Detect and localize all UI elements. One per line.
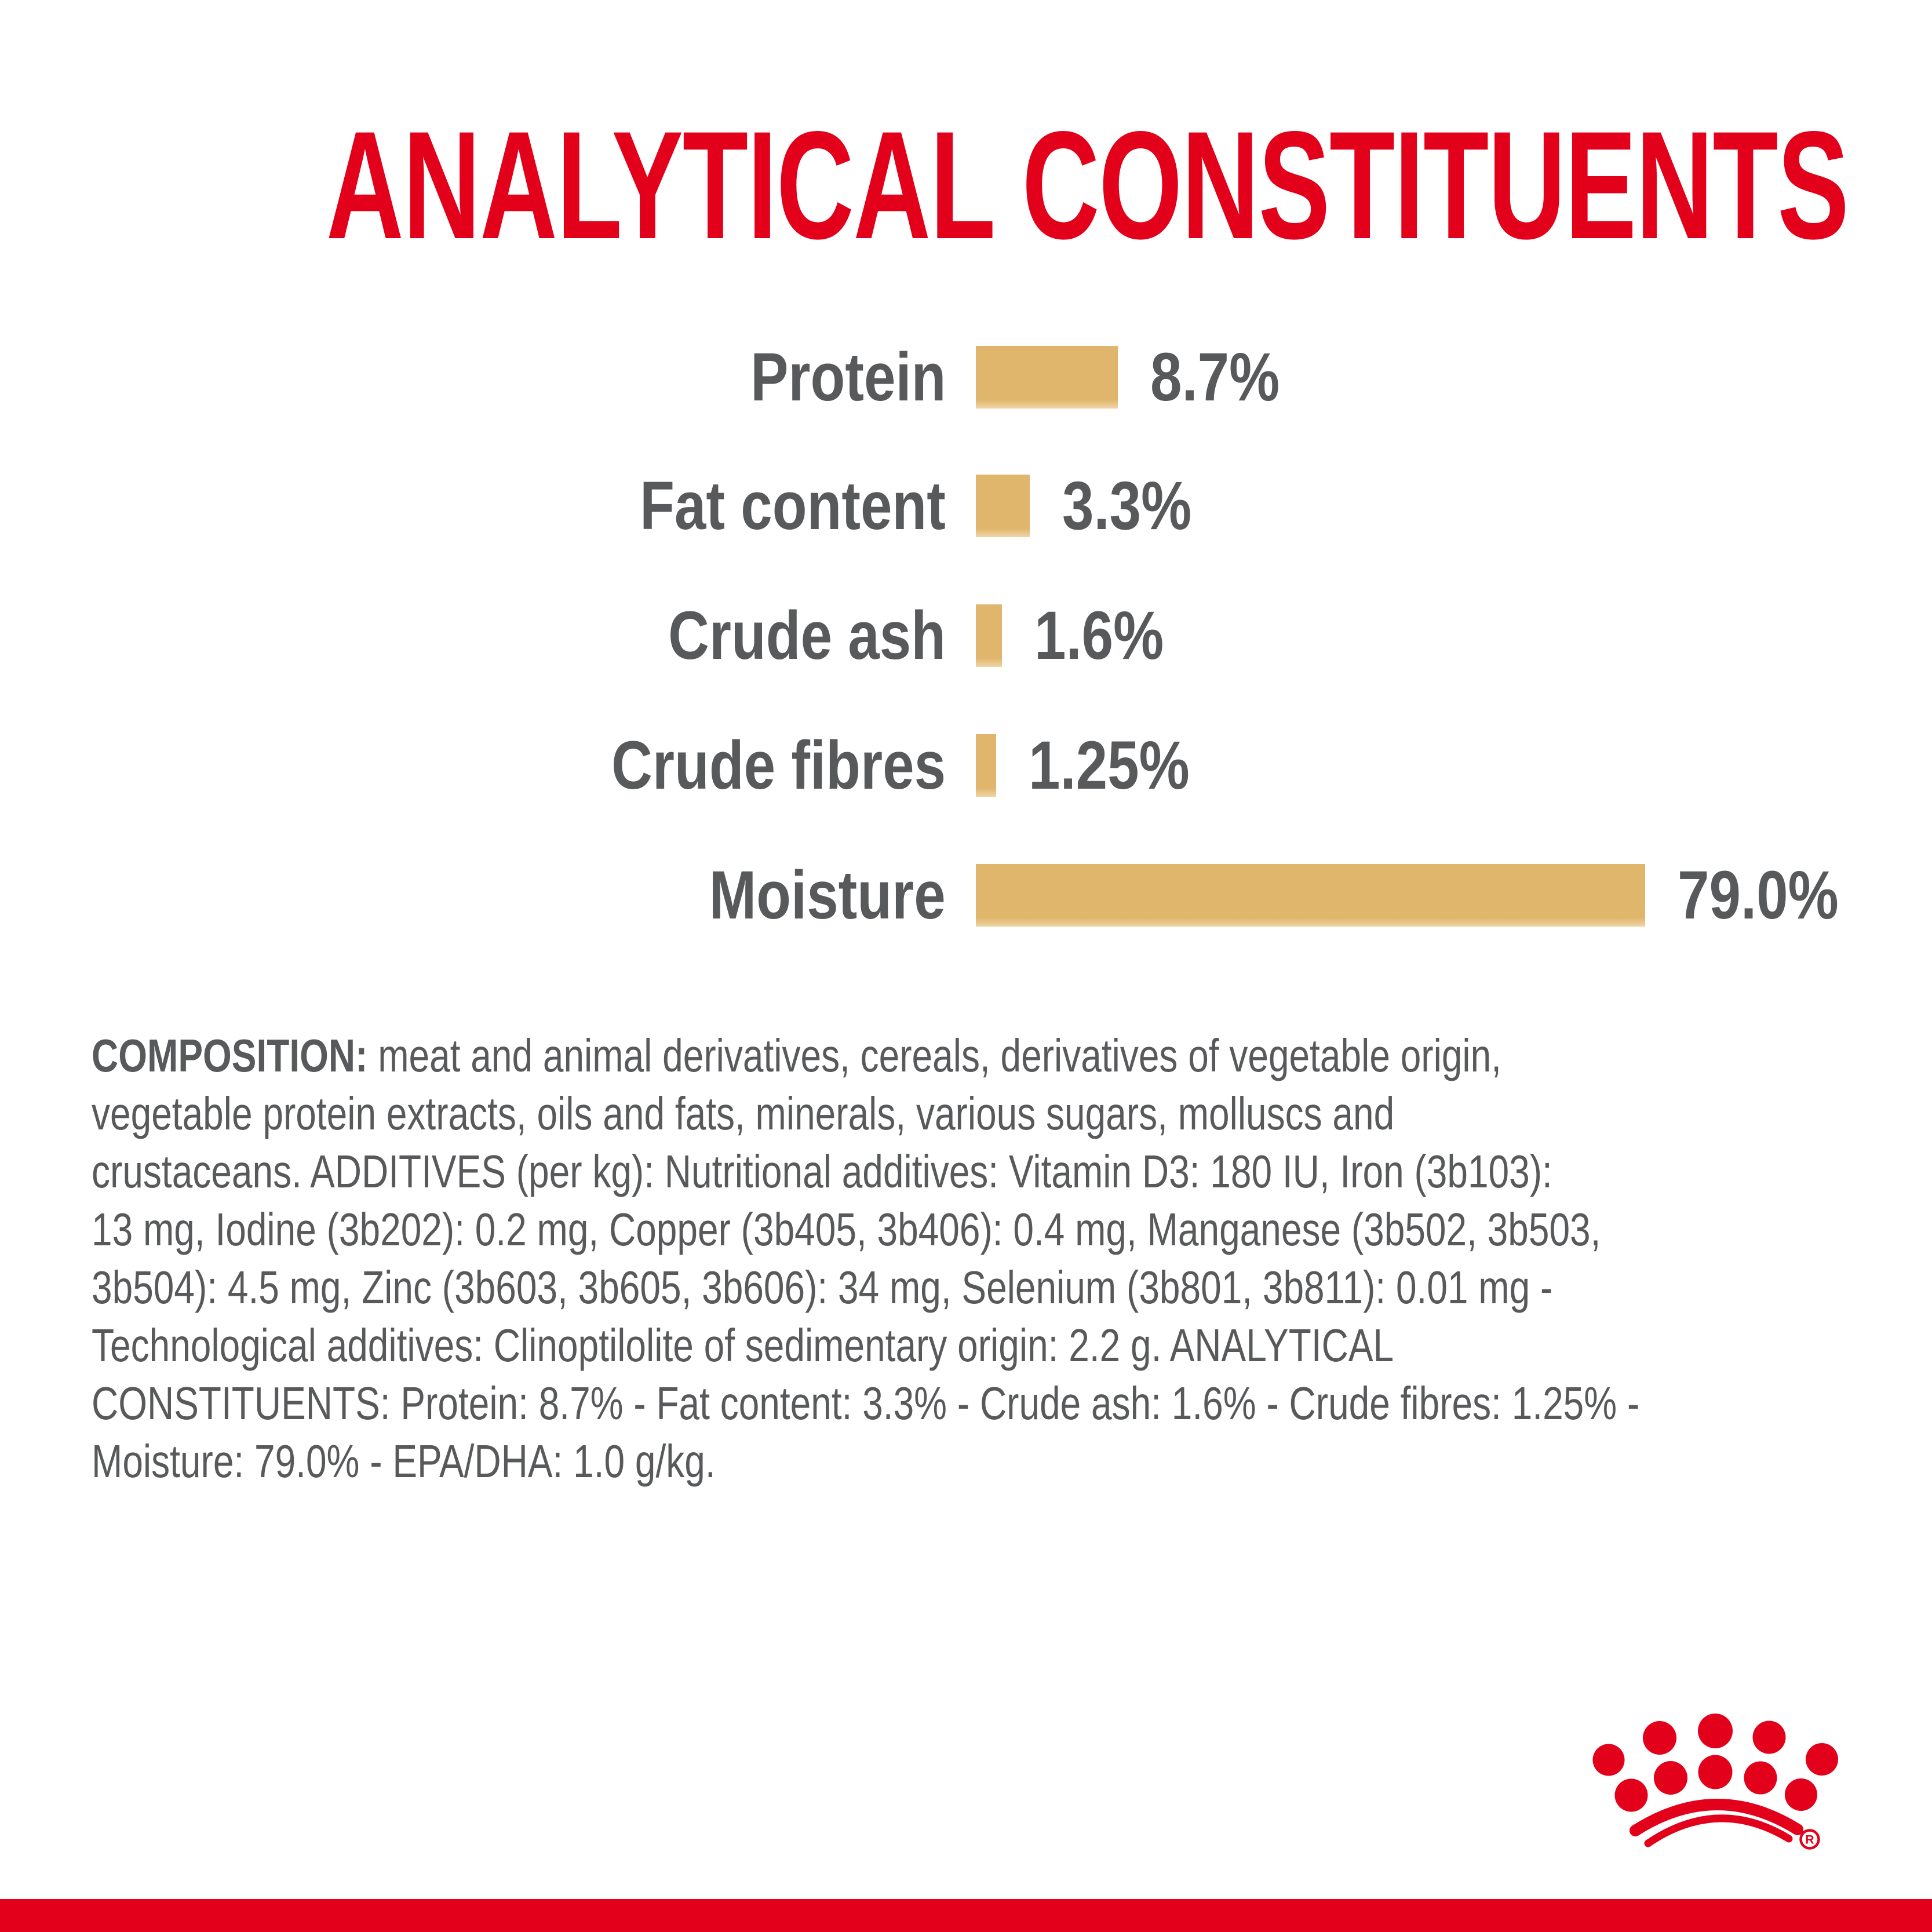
bar-value: 3.3% <box>1062 466 1218 545</box>
registered-mark-circle <box>1799 1829 1820 1850</box>
bar-crude-fibres <box>976 734 997 797</box>
composition-line-text: COMPOSITION: meat and animal derivatives… <box>92 1027 1501 1085</box>
bar-value-text: 3.3% <box>1062 468 1192 544</box>
bar-value: 8.7% <box>1150 338 1306 417</box>
crown-band-arc-thick <box>1630 1799 1803 1836</box>
registered-mark-letter: R <box>1805 1833 1814 1847</box>
composition-line-text: Technological additives: Clinoptilolite … <box>92 1319 1394 1371</box>
page-title-text: ANALYTICAL CONSTITUENTS <box>326 100 1849 271</box>
composition-line: CONSTITUENTS: Protein: 8.7% - Fat conten… <box>92 1375 1859 1432</box>
bar-label-text: Fat content <box>640 468 946 544</box>
bar-label-text: Protein <box>750 339 946 415</box>
composition-line-text: Moisture: 79.0% - EPA/DHA: 1.0 g/kg. <box>92 1435 716 1487</box>
chart-row-fat-content: Fat content 3.3% <box>0 468 1932 544</box>
bar-value: 1.25% <box>1029 726 1223 805</box>
bar-value-text: 1.6% <box>1034 597 1164 674</box>
bar-label: Crude ash <box>0 596 946 675</box>
bar-label: Fat content <box>0 466 946 545</box>
composition-text-block: COMPOSITION: meat and animal derivatives… <box>92 1027 1859 1490</box>
crown-dot <box>1785 1778 1817 1811</box>
bar-fat-content <box>976 475 1030 537</box>
bar-protein <box>976 346 1118 409</box>
composition-line-text: 13 mg, Iodine (3b202): 0.2 mg, Copper (3… <box>92 1204 1601 1255</box>
bar-label: Moisture <box>0 856 946 935</box>
chart-row-moisture: Moisture 79.0% <box>0 857 1932 934</box>
crown-dot <box>1806 1743 1838 1776</box>
bar-value: 1.6% <box>1034 596 1190 675</box>
chart-row-crude-fibres: Crude fibres 1.25% <box>0 727 1932 804</box>
bar-crude-ash <box>976 604 1003 667</box>
composition-line: 13 mg, Iodine (3b202): 0.2 mg, Copper (3… <box>92 1201 1859 1259</box>
bar-label: Protein <box>0 338 946 417</box>
composition-line: vegetable protein extracts, oils and fat… <box>92 1085 1859 1143</box>
bar-label: Crude fibres <box>0 726 946 805</box>
crown-dots <box>1592 1714 1838 1812</box>
composition-line-text: CONSTITUENTS: Protein: 8.7% - Fat conten… <box>92 1377 1640 1429</box>
royal-canin-crown-logo: R <box>1592 1714 1838 1850</box>
composition-line-text: crustaceans. ADDITIVES (per kg): Nutriti… <box>92 1146 1552 1197</box>
bar-value: 79.0% <box>1678 856 1872 935</box>
composition-line: 3b504): 4.5 mg, Zinc (3b603, 3b605, 3b60… <box>92 1259 1859 1317</box>
crown-dot <box>1654 1761 1687 1795</box>
crown-dot <box>1698 1714 1733 1748</box>
composition-line: COMPOSITION: meat and animal derivatives… <box>92 1027 1859 1085</box>
composition-line-text: vegetable protein extracts, oils and fat… <box>92 1088 1395 1139</box>
crown-dot <box>1614 1778 1648 1812</box>
composition-line: Moisture: 79.0% - EPA/DHA: 1.0 g/kg. <box>92 1432 1859 1490</box>
bar-label-text: Moisture <box>709 857 946 934</box>
bottom-red-band <box>0 1899 1932 1932</box>
crown-dot <box>1592 1744 1625 1776</box>
chart-row-protein: Protein 8.7% <box>0 339 1932 415</box>
bar-value-text: 1.25% <box>1029 727 1190 804</box>
page-title: ANALYTICAL CONSTITUENTS <box>0 99 1932 272</box>
composition-line: Technological additives: Clinoptilolite … <box>92 1317 1859 1375</box>
crown-band-arc-thin <box>1644 1814 1793 1847</box>
composition-line-rest: meat and animal derivatives, cereals, de… <box>367 1030 1501 1081</box>
crown-dot <box>1698 1755 1733 1789</box>
bar-value-text: 8.7% <box>1150 339 1280 415</box>
bar-label-text: Crude fibres <box>611 727 946 804</box>
bar-value-text: 79.0% <box>1678 857 1839 934</box>
crown-dot <box>1744 1761 1777 1795</box>
chart-row-crude-ash: Crude ash 1.6% <box>0 597 1932 674</box>
composition-line: crustaceans. ADDITIVES (per kg): Nutriti… <box>92 1143 1859 1201</box>
bar-label-text: Crude ash <box>668 597 946 674</box>
crown-dot <box>1752 1720 1786 1754</box>
crown-dot <box>1643 1721 1676 1755</box>
composition-heading: COMPOSITION: <box>92 1030 368 1081</box>
bar-moisture <box>976 864 1645 927</box>
composition-line-text: 3b504): 4.5 mg, Zinc (3b603, 3b605, 3b60… <box>92 1262 1553 1313</box>
registered-trademark-icon: R <box>1799 1829 1820 1850</box>
